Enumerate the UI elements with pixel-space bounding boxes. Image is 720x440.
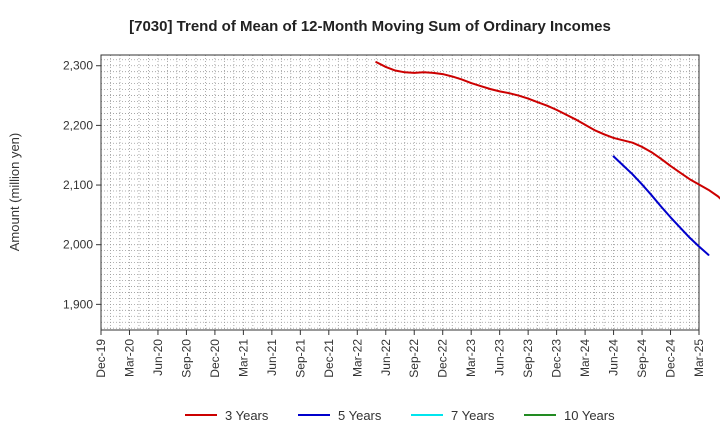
- plot-area: [100, 54, 700, 331]
- x-axis: Dec-19 Mar-20 Jun-20 Sep-20 Dec-20 Mar-21 Jun-…: [94, 330, 706, 378]
- legend-label-10-years: 10 Years: [564, 408, 615, 423]
- y-tick-label: 2,100: [63, 178, 93, 192]
- x-tick-label: Dec-22: [436, 339, 450, 378]
- x-tick-label: Mar-22: [350, 339, 364, 377]
- x-tick-label: Jun-23: [493, 339, 507, 376]
- x-tick-label: Mar-21: [236, 339, 250, 377]
- x-tick-label: Jun-24: [607, 339, 621, 376]
- x-tick-label: Jun-20: [151, 339, 165, 376]
- y-tick-label: 2,200: [63, 118, 93, 132]
- x-tick-label: Mar-20: [122, 339, 136, 377]
- x-tick-label: Jun-22: [379, 339, 393, 376]
- x-tick-label: Sep-24: [635, 339, 649, 378]
- y-axis: 1,900 2,000 2,100 2,200 2,300: [63, 59, 101, 311]
- x-tick-label: Sep-21: [293, 339, 307, 378]
- series-layer: [375, 61, 720, 256]
- x-tick-label: Dec-24: [664, 339, 678, 378]
- y-tick-label: 2,300: [63, 59, 93, 73]
- y-axis-label: Amount (million yen): [7, 133, 22, 252]
- legend-label-3-years: 3 Years: [225, 408, 269, 423]
- x-tick-label: Dec-21: [322, 339, 336, 378]
- x-tick-label: Mar-24: [578, 339, 592, 377]
- x-tick-label: Sep-22: [407, 339, 421, 378]
- grid: [100, 55, 700, 330]
- x-tick-label: Mar-25: [692, 339, 706, 377]
- x-tick-label: Mar-23: [464, 339, 478, 377]
- x-tick-label: Dec-19: [94, 339, 108, 378]
- x-tick-label: Dec-20: [208, 339, 222, 378]
- legend-label-5-years: 5 Years: [338, 408, 382, 423]
- x-tick-label: Jun-21: [265, 339, 279, 376]
- series-line-5-years: [612, 155, 710, 256]
- legend-label-7-years: 7 Years: [451, 408, 495, 423]
- y-tick-label: 2,000: [63, 238, 93, 252]
- legend: 3 Years 5 Years 7 Years 10 Years: [185, 408, 615, 423]
- x-tick-label: Dec-23: [550, 339, 564, 378]
- chart-title: [7030] Trend of Mean of 12-Month Moving …: [129, 18, 611, 35]
- series-line-3-years: [375, 61, 720, 200]
- x-tick-label: Sep-23: [521, 339, 535, 378]
- x-tick-label: Sep-20: [179, 339, 193, 378]
- y-tick-label: 1,900: [63, 297, 93, 311]
